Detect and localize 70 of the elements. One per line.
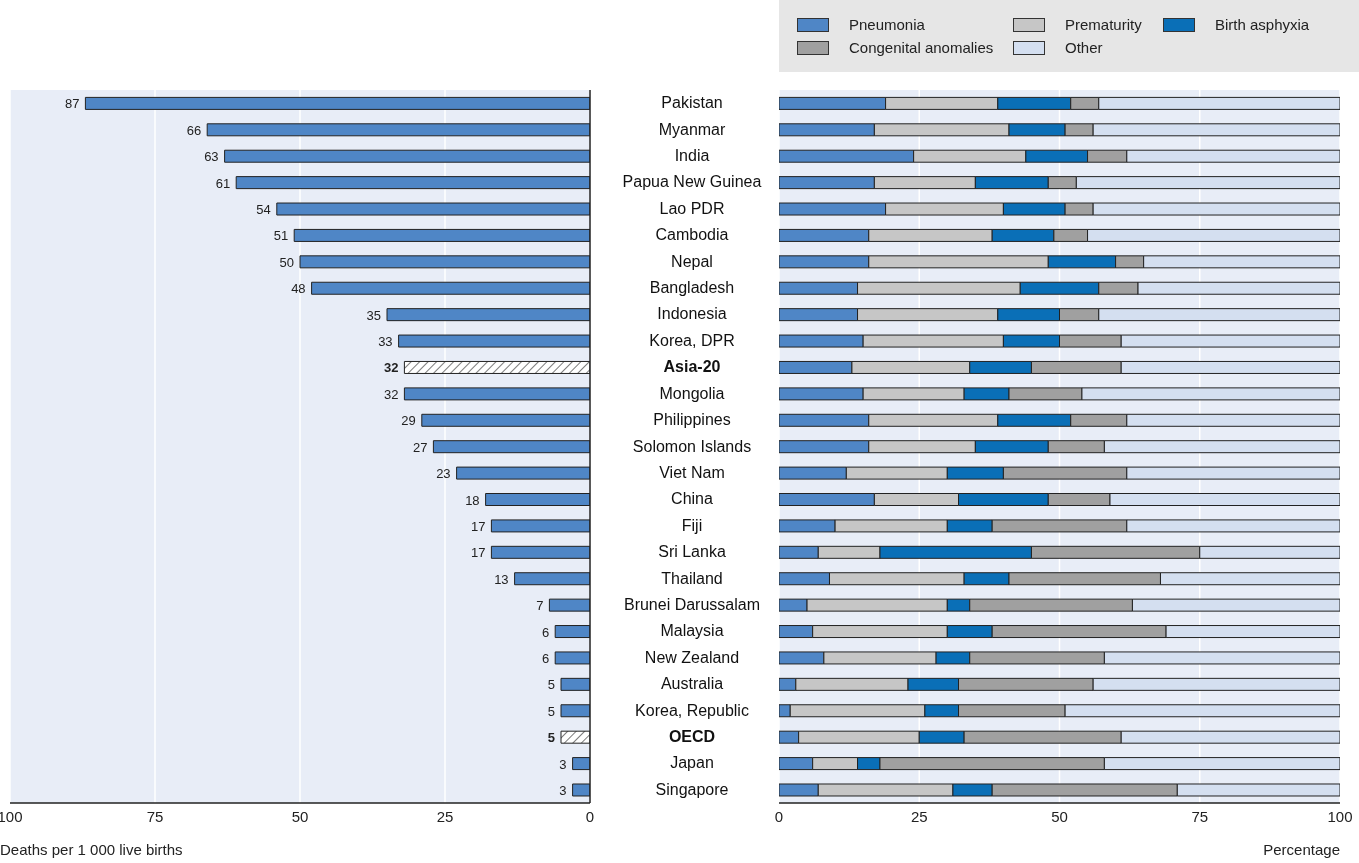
data-label: 63 — [204, 149, 219, 165]
data-label: 50 — [279, 254, 294, 270]
x-axis-title: Percentage — [1263, 841, 1340, 858]
data-label: 6 — [541, 624, 550, 640]
y-tick-label: Mongolia — [659, 384, 725, 402]
data-label: 29 — [401, 413, 416, 429]
y-tick-label: Japan — [670, 754, 714, 772]
y-tick-label: Nepal — [671, 252, 713, 270]
y-tick-label: Lao PDR — [659, 199, 725, 217]
y-tick-label: Solomon Islands — [632, 437, 752, 455]
y-tick-label: New Zealand — [644, 648, 740, 666]
y-tick-label: OECD — [668, 727, 716, 745]
y-tick-label: China — [671, 490, 713, 508]
y-tick-label: Brunei Darussalam — [623, 595, 761, 613]
x-tick-label: 0 — [585, 807, 595, 825]
legend-label: Congenital anomalies — [849, 39, 994, 56]
y-tick-label: Indonesia — [657, 305, 727, 323]
data-label: 32 — [383, 386, 399, 402]
data-label: 32 — [383, 360, 399, 376]
data-label: 51 — [273, 228, 289, 244]
legend-label: Other — [1065, 39, 1103, 56]
data-label: 35 — [366, 307, 381, 323]
data-label: 61 — [215, 175, 231, 191]
data-label: 18 — [465, 492, 480, 508]
data-label: 5 — [547, 730, 555, 746]
y-tick-label: Sri Lanka — [658, 543, 726, 561]
x-tick-label: 75 — [146, 807, 164, 825]
legend-label: Birth asphyxia — [1215, 16, 1310, 33]
data-label: 48 — [291, 281, 306, 297]
data-label: 17 — [470, 518, 486, 534]
data-label: 27 — [412, 439, 428, 455]
data-label: 87 — [64, 96, 80, 112]
x-tick-label: 25 — [910, 807, 928, 825]
x-tick-label: 100 — [1327, 807, 1353, 825]
y-tick-label: Fiji — [681, 516, 703, 534]
y-tick-label: Cambodia — [655, 226, 729, 244]
y-tick-label: Papua New Guinea — [622, 173, 762, 191]
y-tick-label: India — [674, 147, 710, 165]
data-label: 7 — [536, 598, 544, 614]
x-axis-title: Deaths per 1 000 live births — [0, 841, 183, 858]
y-tick-label: Bangladesh — [649, 279, 735, 297]
y-tick-label: Pakistan — [661, 94, 723, 112]
data-label: 3 — [559, 756, 567, 772]
data-label: 66 — [186, 122, 202, 138]
x-tick-label: 50 — [1051, 807, 1068, 825]
data-label: 13 — [494, 571, 509, 587]
y-tick-label: Asia-20 — [663, 358, 721, 376]
y-tick-label: Myanmar — [658, 120, 727, 138]
data-label: 5 — [547, 677, 555, 693]
data-label: 17 — [470, 545, 486, 561]
y-tick-label: Viet Nam — [659, 463, 725, 481]
x-tick-label: 75 — [1191, 807, 1209, 825]
x-tick-label: 25 — [436, 807, 454, 825]
y-tick-label: Singapore — [655, 780, 729, 798]
y-tick-label: Korea, Republic — [635, 701, 749, 719]
x-tick-label: 0 — [774, 807, 784, 825]
y-tick-label: Korea, DPR — [649, 331, 735, 349]
data-label: 23 — [436, 466, 451, 482]
y-tick-label: Malaysia — [660, 622, 724, 640]
y-tick-label: Australia — [660, 675, 724, 693]
x-tick-label: 50 — [291, 807, 309, 825]
data-label: 6 — [541, 650, 550, 666]
y-tick-label: Philippines — [653, 411, 731, 429]
data-label: 3 — [559, 782, 567, 798]
data-label: 33 — [378, 334, 393, 350]
legend-label: Prematurity — [1065, 16, 1142, 33]
legend-label: Pneumonia — [849, 16, 925, 33]
data-label: 5 — [547, 703, 555, 719]
data-label: 54 — [256, 202, 271, 218]
y-tick-label: Thailand — [661, 569, 723, 587]
